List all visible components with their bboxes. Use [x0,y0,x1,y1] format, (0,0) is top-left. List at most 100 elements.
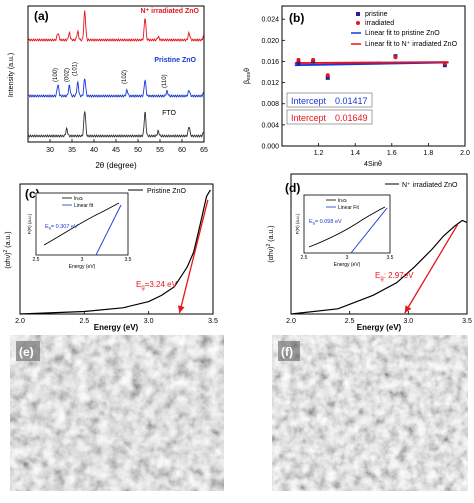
xrd-series-group [27,10,205,139]
sem-image-irradiated: (f) [272,335,468,491]
svg-text:0.01649: 0.01649 [335,113,368,123]
tauc-d-curve [290,219,468,315]
tauc-c-x-tick-label: 3.5 [208,318,218,325]
wh-x-tick-label: 1.8 [424,150,434,157]
tauc-c-plot-frame [19,183,214,315]
tauc-c-inset-legend-blue-label: Linear fit [74,203,94,209]
tauc-d-x-tick-label: 3.5 [462,318,472,325]
tauc-pristine-chart: 2.0 2.5 3.0 3.5 (c) Pristine ZnO Eg=3.24 eV… [3,183,218,332]
tauc-c-inset: ln₍α₎ Linear fit Eg= 0.307 eV 2.5 3 3.5 … [27,192,132,270]
xrd-series-line [27,10,205,43]
tauc-c-curve [19,189,211,315]
wh-legend-pristine-label: pristine [365,11,388,18]
xrd-panel-label: (a) [34,9,49,23]
wh-y-tick-label: 0.004 [261,122,279,129]
wh-point-irradiated [442,61,447,66]
tauc-d-inset-gap: Eg= 0.098 eV [309,219,342,225]
tauc-c-x-axis-label: Energy (eV) [94,323,139,332]
wh-panel-label: (b) [289,11,304,25]
xrd-legend-irradiated: N⁺ irradiated ZnO [140,8,199,15]
wh-legend-fit-irradiated-label: Linear fit to N⁺ irradiated ZnO [365,41,458,48]
wh-point-irradiated [325,73,330,78]
wh-x-tick-label: 1.6 [387,150,397,157]
wh-legend-pristine-marker [356,12,360,16]
xrd-chart: 30 35 40 45 50 55 60 65 (100) (002) (101) (102) (11… [8,5,208,170]
xrd-peak-annotation: (101) [73,62,79,76]
tauc-d-legend-label: N⁺ irradiated ZnO [402,182,458,189]
tauc-d-inset-tick-1: 2.5 [301,255,308,261]
wh-x-tick-label: 1.4 [350,150,360,157]
wh-y-tick-label: 0.012 [261,80,279,87]
wh-y-ticks: 0.000 0.004 0.008 0.012 0.016 0.020 0.024 [261,17,285,151]
wh-point-irradiated [311,57,316,62]
tauc-irradiated-chart: 2.0 2.5 3.0 3.5 (d) N⁺ irradiated ZnO Eg: 2… [266,173,472,332]
tauc-c-inset-tick-1: 2.5 [33,257,40,263]
wh-fit-lines [294,61,449,67]
sem-f-panel-label: (f) [281,345,293,359]
tauc-c-arrow-head [177,305,185,313]
svg-text:Intercept: Intercept [291,96,327,106]
tauc-d-inset-fit [350,207,388,254]
tauc-d-x-tick-label: 3.0 [403,318,413,325]
tauc-d-x-tick-label: 2.5 [345,318,355,325]
wh-y-tick-label: 0.020 [261,38,279,45]
tauc-c-inset-xlabel: Energy (eV) [69,264,96,270]
wh-point-irradiated [296,57,301,62]
tauc-c-legend-label: Pristine ZnO [147,188,186,195]
xrd-y-axis-label: Intensity (a.u.) [8,53,15,97]
wh-plot-frame [281,5,466,147]
tauc-c-y-axis-label: (αhν)2 (a.u.) [3,231,12,268]
sem-f-label-bg [278,341,300,361]
wh-points [296,54,447,80]
xrd-x-tick-label: 65 [200,147,208,154]
xrd-peak-annotation: (002) [64,68,70,82]
tauc-d-fit-line [404,224,459,314]
wh-y-tick-label: 0.000 [261,144,279,151]
wh-y-tick-label: 0.016 [261,59,279,66]
wh-legend-fit-pristine-label: Linear fit to pristine ZnO [365,30,440,37]
wh-y-tick-label: 0.008 [261,101,279,108]
sem-e-label-bg [16,341,40,361]
tauc-d-band-gap: Eg: 2.97eV [375,271,414,282]
tauc-d-x-tick-label: 2.0 [286,318,296,325]
wh-point-irradiated [393,55,398,60]
tauc-c-inset-curve [43,202,120,246]
xrd-x-tick-label: 30 [46,147,54,154]
tauc-c-x-tick-label: 3.0 [144,318,154,325]
tauc-c-inset-tick-3: 3.5 [125,257,132,263]
xrd-peak-annotation: (100) [53,68,59,82]
sem-e-panel-label: (e) [19,345,34,359]
wh-y-axis-label: βeosθ [244,68,252,84]
tauc-d-inset-legend-blue-label: Linear Fit [338,205,359,211]
tauc-d-plot-frame [290,173,468,315]
tauc-c-x-tick-label: 2.0 [15,318,25,325]
wh-x-tick-label: 1.2 [314,150,324,157]
wh-point-pristine [325,75,330,80]
tauc-d-inset-legend-black-label: ln₍α₎ [338,198,347,204]
tauc-d-arrow-head [404,305,412,313]
xrd-x-tick-label: 60 [178,147,186,154]
tauc-c-inset-gap: Eg= 0.307 eV [45,224,78,230]
xrd-x-tick-label: 50 [134,147,142,154]
wh-intercept-pristine: Intercept 0.01417 [286,92,373,108]
tauc-c-inset-tick-2: 3 [81,257,84,263]
xrd-legend-fto: FTO [162,110,176,117]
xrd-peak-annotation: (102) [122,70,128,84]
wh-fit-line [294,61,449,64]
tauc-d-panel-label: (d) [285,181,300,195]
tauc-c-inset-legend-black-label: ln₍α₎ [74,196,83,202]
tauc-d-inset-ylabel: F(R) (a.u.) [295,213,300,234]
tauc-d-y-axis-label: (αhν)2 (a.u.) [266,225,275,262]
tauc-d-inset-xlabel: Energy (eV) [334,262,361,268]
tauc-c-inset-fit [95,204,122,256]
tauc-d-inset: ln₍α₎ Linear Fit Eg= 0.098 eV 2.5 3 3.5 … [295,194,394,268]
xrd-legend-pristine: Pristine ZnO [154,57,196,64]
svg-text:0.01417: 0.01417 [335,96,368,106]
tauc-d-inset-curve [308,206,386,248]
wh-x-tick-label: 2.0 [460,150,470,157]
xrd-series-line [27,111,205,139]
tauc-c-band-gap: Eg=3.24 eV [136,280,178,291]
wh-legend-irradiated-marker [356,21,360,25]
wh-intercept-irradiated: Intercept 0.01649 [286,109,373,125]
tauc-d-inset-tick-2: 3 [346,255,349,261]
